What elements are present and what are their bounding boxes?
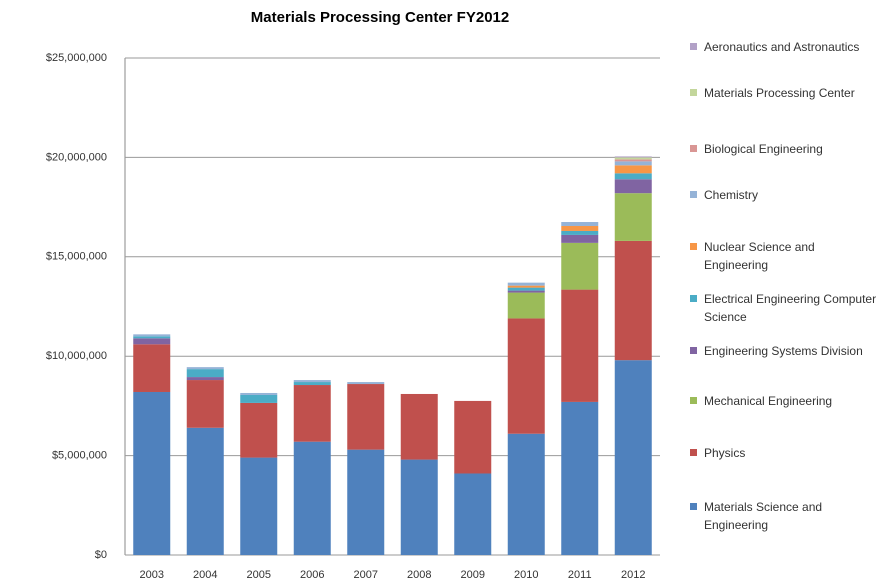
bar-segment: [293, 385, 331, 442]
y-tick-label: $20,000,000: [46, 151, 107, 163]
legend-item: Physics: [690, 444, 890, 462]
legend-swatch: [690, 449, 697, 456]
legend-label: Aeronautics and Astronautics: [704, 40, 860, 54]
legend-swatch: [690, 145, 697, 152]
y-tick-label: $15,000,000: [46, 251, 107, 263]
x-tick-label: 2006: [300, 569, 324, 581]
bar-segment: [347, 449, 385, 555]
legend-label: Materials Processing Center: [704, 86, 855, 100]
bar-segment: [293, 382, 331, 386]
legend-label: Electrical Engineering Computer Science: [704, 292, 877, 324]
bar-segment: [614, 157, 652, 160]
bar-segment: [240, 457, 278, 555]
bar-segment: [347, 382, 385, 385]
x-tick-label: 2012: [621, 569, 645, 581]
legend-swatch: [690, 347, 697, 354]
bar-segment: [561, 401, 599, 555]
bar-segment: [186, 369, 224, 378]
bar-segment: [507, 292, 545, 319]
x-tick-label: 2004: [193, 569, 217, 581]
legend-swatch: [690, 243, 697, 250]
bar-segment: [133, 338, 171, 345]
bar-segment: [507, 318, 545, 434]
legend-label: Physics: [704, 446, 746, 460]
x-tick-label: 2011: [568, 569, 592, 581]
bar-segment: [614, 193, 652, 241]
y-tick-label: $25,000,000: [46, 52, 107, 64]
chart-title: Materials Processing Center FY2012: [251, 9, 509, 26]
legend-item: Electrical Engineering Computer Science: [690, 290, 890, 326]
bar-segment: [507, 433, 545, 555]
legend-label: Chemistry: [704, 188, 759, 202]
legend-swatch: [690, 43, 697, 50]
y-tick-label: $0: [95, 549, 107, 561]
legend-item: Nuclear Science and Engineering: [690, 238, 890, 274]
bar-segment: [561, 230, 599, 235]
bar-segment: [347, 384, 385, 450]
x-tick-label: 2003: [140, 569, 164, 581]
bar-segment: [133, 391, 171, 555]
legend-label: Materials Science and Engineering: [704, 500, 823, 532]
legend-label: Biological Engineering: [704, 142, 823, 156]
bar-segment: [614, 165, 652, 174]
x-tick-label: 2010: [514, 569, 538, 581]
bar-segment: [133, 344, 171, 392]
y-tick-label: $10,000,000: [46, 350, 107, 362]
bar-segment: [614, 173, 652, 180]
legend-item: Aeronautics and Astronautics: [690, 38, 890, 56]
bar-segment: [507, 290, 545, 293]
bar-segment: [561, 222, 599, 226]
legend-item: Materials Processing Center: [690, 84, 890, 102]
bar-segment: [240, 394, 278, 403]
bar-segment: [293, 380, 331, 383]
y-tick-label: $5,000,000: [52, 450, 107, 462]
bar-segment: [614, 161, 652, 166]
bar-segment: [186, 380, 224, 428]
bar-segment: [507, 285, 545, 288]
legend-swatch: [690, 503, 697, 510]
bar-segment: [240, 392, 278, 395]
x-tick-label: 2009: [461, 569, 485, 581]
bar-segment: [293, 441, 331, 555]
legend-swatch: [690, 191, 697, 198]
x-tick-label: 2007: [354, 569, 378, 581]
legend-item: Engineering Systems Division: [690, 342, 890, 360]
bar-segment: [454, 473, 492, 555]
bar-segment: [186, 427, 224, 555]
bar-segment: [561, 225, 599, 231]
bar-segment: [507, 287, 545, 291]
x-tick-label: 2008: [407, 569, 431, 581]
bar-segment: [614, 159, 652, 162]
bar-segment: [133, 334, 171, 337]
legend-swatch: [690, 89, 697, 96]
legend-item: Mechanical Engineering: [690, 392, 890, 410]
bar-segment: [614, 179, 652, 194]
legend-label: Nuclear Science and Engineering: [704, 240, 815, 272]
bar-segment: [614, 240, 652, 361]
legend-label: Engineering Systems Division: [704, 344, 863, 358]
bar-segment: [454, 400, 492, 474]
legend-item: Materials Science and Engineering: [690, 498, 890, 534]
bar-segment: [400, 393, 438, 460]
legend-label: Mechanical Engineering: [704, 394, 833, 408]
bar-segment: [240, 402, 278, 458]
legend-item: Chemistry: [690, 186, 890, 204]
bar-segment: [186, 377, 224, 381]
legend-swatch: [690, 397, 697, 404]
bar-segment: [561, 234, 599, 243]
bar-segment: [614, 156, 652, 158]
bar-segment: [400, 459, 438, 555]
x-tick-label: 2005: [247, 569, 271, 581]
bar-segment: [561, 242, 599, 290]
bar-segment: [133, 336, 171, 339]
bar-segment: [561, 289, 599, 402]
bar-segment: [507, 282, 545, 286]
legend-swatch: [690, 295, 697, 302]
legend-item: Biological Engineering: [690, 140, 890, 158]
bar-segment: [614, 360, 652, 555]
bar-segment: [186, 367, 224, 370]
